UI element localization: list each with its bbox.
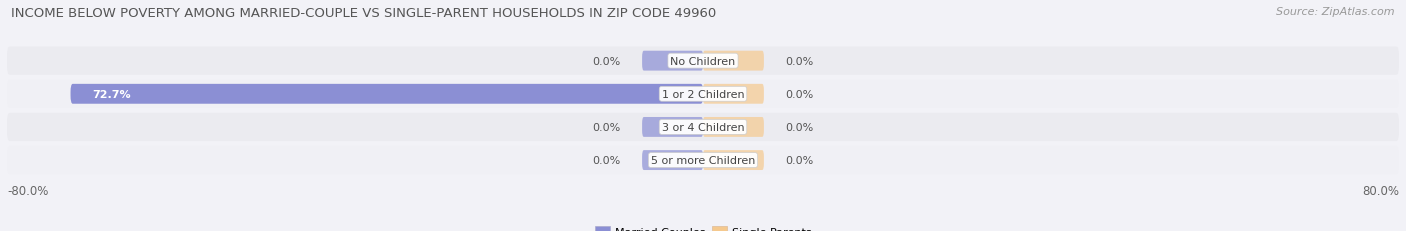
FancyBboxPatch shape [643,118,703,137]
FancyBboxPatch shape [703,118,763,137]
Text: -80.0%: -80.0% [7,184,48,197]
Text: INCOME BELOW POVERTY AMONG MARRIED-COUPLE VS SINGLE-PARENT HOUSEHOLDS IN ZIP COD: INCOME BELOW POVERTY AMONG MARRIED-COUPL… [11,7,717,20]
FancyBboxPatch shape [7,146,1399,174]
FancyBboxPatch shape [70,85,703,104]
FancyBboxPatch shape [7,47,1399,75]
Text: 0.0%: 0.0% [786,89,814,99]
Text: 0.0%: 0.0% [592,155,620,165]
Text: 0.0%: 0.0% [592,122,620,132]
Legend: Married Couples, Single Parents: Married Couples, Single Parents [591,222,815,231]
Text: Source: ZipAtlas.com: Source: ZipAtlas.com [1277,7,1395,17]
Text: No Children: No Children [671,56,735,66]
Text: 1 or 2 Children: 1 or 2 Children [662,89,744,99]
Text: 5 or more Children: 5 or more Children [651,155,755,165]
Text: 3 or 4 Children: 3 or 4 Children [662,122,744,132]
Text: 72.7%: 72.7% [93,89,131,99]
Text: 0.0%: 0.0% [786,122,814,132]
FancyBboxPatch shape [7,113,1399,141]
FancyBboxPatch shape [7,80,1399,108]
FancyBboxPatch shape [703,150,763,170]
Text: 0.0%: 0.0% [592,56,620,66]
FancyBboxPatch shape [643,52,703,71]
FancyBboxPatch shape [703,52,763,71]
Text: 0.0%: 0.0% [786,155,814,165]
Text: 80.0%: 80.0% [1362,184,1399,197]
FancyBboxPatch shape [643,150,703,170]
FancyBboxPatch shape [703,85,763,104]
Text: 0.0%: 0.0% [786,56,814,66]
